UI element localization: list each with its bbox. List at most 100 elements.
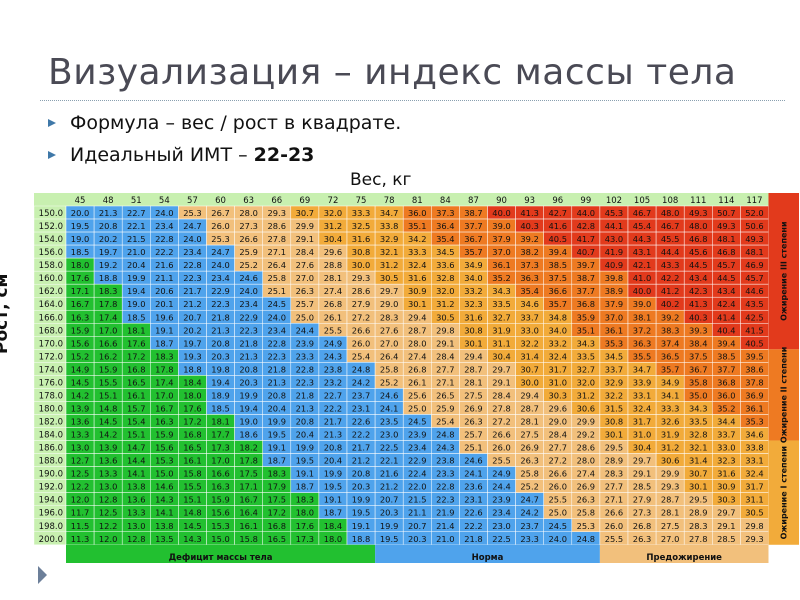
bmi-value: 25.2 [239,260,257,270]
bmi-value: 22.8 [436,482,454,492]
bmi-value: 13.3 [127,508,145,518]
bullet-text: Идеальный ИМТ – [70,144,254,166]
bmi-value: 24.0 [211,260,229,270]
bmi-value: 38.7 [464,208,482,218]
bmi-value: 14.5 [71,377,89,387]
bmi-value: 40.5 [549,234,567,244]
weight-tick-label: 87 [468,196,479,206]
bmi-value: 16.3 [71,312,89,322]
bmi-value: 26.8 [324,299,342,309]
bmi-value: 12.8 [127,534,145,544]
bmi-value: 29.1 [633,469,651,479]
bmi-value: 18.1 [127,325,145,335]
bmi-value: 19.9 [127,273,145,283]
bmi-value: 45.7 [717,260,735,270]
bmi-value: 19.9 [239,390,257,400]
bmi-value: 41.4 [717,312,735,322]
bmi-value: 39.0 [633,299,651,309]
bmi-value: 23.0 [380,430,398,440]
bmi-value: 23.4 [211,273,229,283]
weight-tick-label: 105 [634,196,650,206]
bmi-value: 36.3 [633,338,651,348]
bmi-value: 15.8 [183,469,201,479]
bmi-value: 21.9 [436,508,454,518]
bmi-value: 23.0 [492,521,510,531]
bmi-value: 30.0 [352,260,370,270]
bmi-value: 29.1 [436,338,454,348]
bmi-value: 30.4 [633,443,651,453]
bmi-value: 27.0 [661,534,679,544]
bmi-value: 40.3 [689,312,707,322]
bmi-value: 39.7 [577,260,595,270]
bmi-value: 30.6 [577,403,595,413]
weight-tick-label: 90 [496,196,507,206]
bullet-arrow-icon [48,151,56,159]
bmi-value: 13.9 [99,443,117,453]
bmi-value: 37.8 [745,377,763,387]
slide-nav-arrow-icon[interactable] [38,566,47,584]
legend-deficit-label: Дефицит массы тела [169,553,273,563]
bmi-value: 21.2 [352,456,370,466]
bmi-value: 42.7 [549,208,567,218]
bmi-value: 31.2 [436,299,454,309]
height-tick-label: 164.0 [39,300,63,310]
bmi-value: 38.5 [549,260,567,270]
bmi-value: 27.7 [605,482,623,492]
bmi-value: 45.4 [633,221,651,231]
bmi-value: 34.6 [520,299,538,309]
bmi-value: 18.6 [239,430,257,440]
bmi-value: 44.6 [745,286,763,296]
bmi-value: 25.9 [239,247,257,257]
bmi-value: 19.0 [127,299,145,309]
bmi-value: 22.3 [296,377,314,387]
bmi-value: 32.9 [605,377,623,387]
bmi-value: 30.0 [520,377,538,387]
weight-tick-label: 69 [299,196,310,206]
legend-obesity-3-label: Ожирение III степени [780,221,789,320]
bmi-value: 24.5 [268,299,286,309]
bmi-value: 14.3 [183,534,201,544]
bmi-value: 19.9 [380,521,398,531]
bmi-value: 46.8 [689,234,707,244]
bmi-value: 29.8 [745,521,763,531]
bmi-value: 33.1 [633,390,651,400]
bmi-value: 30.7 [689,469,707,479]
bmi-value: 34.0 [549,325,567,335]
bmi-value: 27.7 [436,364,454,374]
weight-tick-label: 51 [131,196,142,206]
bmi-value: 25.3 [183,208,201,218]
bmi-value: 16.3 [155,417,173,427]
bmi-value: 16.8 [183,430,201,440]
weight-tick-label: 75 [356,196,367,206]
bmi-value: 21.6 [380,469,398,479]
bmi-value: 15.6 [155,443,173,453]
legend-obesity-1-label: Ожирение I степени [780,446,789,540]
bmi-value: 41.2 [661,286,679,296]
bmi-value: 20.8 [352,469,370,479]
bmi-value: 36.7 [464,234,482,244]
bmi-value: 16.1 [127,390,145,400]
bmi-value: 26.3 [577,495,595,505]
bmi-value: 24.4 [492,482,510,492]
legend-norm-label: Норма [472,553,504,563]
bmi-value: 22.3 [268,351,286,361]
bmi-value: 27.8 [689,534,707,544]
bmi-value: 17.1 [239,482,257,492]
bmi-value: 29.8 [436,325,454,335]
bmi-value: 32.0 [324,208,342,218]
bmi-value: 34.3 [689,403,707,413]
bmi-value: 31.6 [408,273,426,283]
bmi-value: 15.9 [99,364,117,374]
bmi-value: 31.2 [324,221,342,231]
bmi-value: 25.5 [605,534,623,544]
bmi-value: 28.1 [464,377,482,387]
weight-tick-label: 45 [75,196,86,206]
bmi-value: 24.5 [408,417,426,427]
bmi-value: 29.9 [577,417,595,427]
bmi-value: 28.3 [689,521,707,531]
bmi-value: 13.6 [127,495,145,505]
bmi-value: 28.5 [717,534,735,544]
bmi-value: 29.7 [633,456,651,466]
bmi-value: 26.6 [605,508,623,518]
bmi-value: 18.0 [71,260,89,270]
